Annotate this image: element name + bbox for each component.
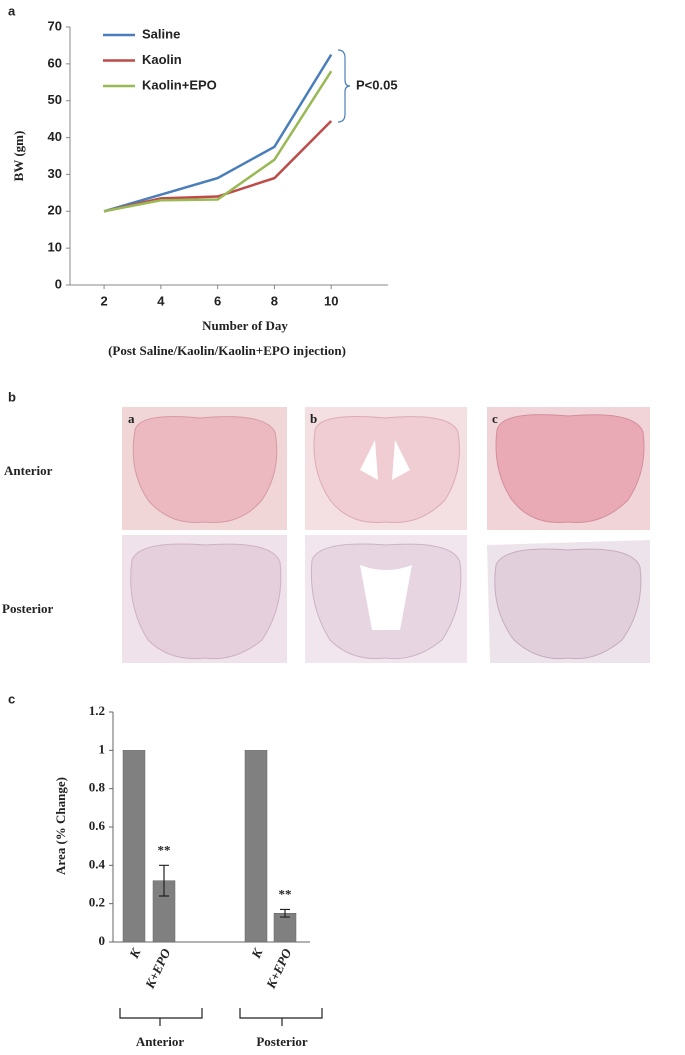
ventricle <box>360 440 410 480</box>
error-bar <box>159 864 169 897</box>
y-tick-label: 30 <box>48 166 62 181</box>
section <box>132 416 278 524</box>
x-tick-label: 6 <box>214 293 221 308</box>
section <box>495 414 645 524</box>
column-label: a <box>128 411 135 426</box>
y-axis-label: Area (% Change) <box>53 777 68 875</box>
legend-label: Saline <box>142 26 180 41</box>
y-tick-label: 60 <box>48 55 62 70</box>
series-line <box>103 53 333 213</box>
series-line <box>103 120 333 213</box>
column-label: b <box>310 411 317 426</box>
group-label: Anterior <box>136 1034 185 1049</box>
series-line <box>103 70 333 213</box>
y-tick-label: 0.8 <box>89 780 106 795</box>
y-tick-label: 0.4 <box>89 856 106 871</box>
y-tick-label: 0.6 <box>89 818 106 833</box>
x-tick-label: K+EPO <box>263 946 295 992</box>
group-label: Posterior <box>256 1034 307 1049</box>
y-tick-label: 50 <box>48 92 62 107</box>
section <box>130 543 282 660</box>
y-tick-label: 0 <box>99 933 106 948</box>
x-tick-label: K <box>126 945 144 961</box>
y-tick-label: 0.2 <box>89 895 105 910</box>
x-tick-label: 4 <box>157 293 165 308</box>
y-tick-label: 70 <box>48 18 62 33</box>
panel-label: a <box>8 3 16 18</box>
x-tick-label: 2 <box>100 293 107 308</box>
group-bracket <box>119 1008 203 1026</box>
x-tick-label: K <box>248 945 266 961</box>
group-bracket <box>239 1008 323 1026</box>
bar <box>122 750 146 943</box>
annotation: P<0.05 <box>356 77 398 92</box>
row-label: Anterior <box>4 463 53 478</box>
y-tick-label: 40 <box>48 129 62 144</box>
bar <box>244 750 268 943</box>
ventricle <box>360 565 412 630</box>
legend-label: Kaolin <box>142 52 182 67</box>
section <box>313 416 460 524</box>
bracket <box>337 49 351 123</box>
x-axis-label: Number of Day <box>202 318 288 333</box>
y-tick-label: 1 <box>99 741 106 756</box>
significance-label: ** <box>279 886 292 901</box>
histology-images <box>122 407 650 663</box>
column-label: c <box>492 411 498 426</box>
x-tick-label: K+EPO <box>142 946 174 992</box>
x-tick-label: 8 <box>271 293 278 308</box>
error-bar <box>280 908 290 918</box>
y-tick-label: 20 <box>48 203 62 218</box>
y-tick-label: 0 <box>55 276 62 291</box>
x-tick-label: 10 <box>324 293 338 308</box>
panel-label: b <box>8 389 16 404</box>
y-tick-label: 1.2 <box>89 703 105 718</box>
legend-label: Kaolin+EPO <box>142 77 217 92</box>
x-axis-sublabel: (Post Saline/Kaolin/Kaolin+EPO injection… <box>108 343 346 358</box>
significance-label: ** <box>158 842 171 857</box>
row-label: Posterior <box>2 601 53 616</box>
y-tick-label: 10 <box>48 240 62 255</box>
section <box>494 548 642 660</box>
panel-label: c <box>8 691 15 706</box>
y-axis-label: BW (gm) <box>11 131 26 182</box>
